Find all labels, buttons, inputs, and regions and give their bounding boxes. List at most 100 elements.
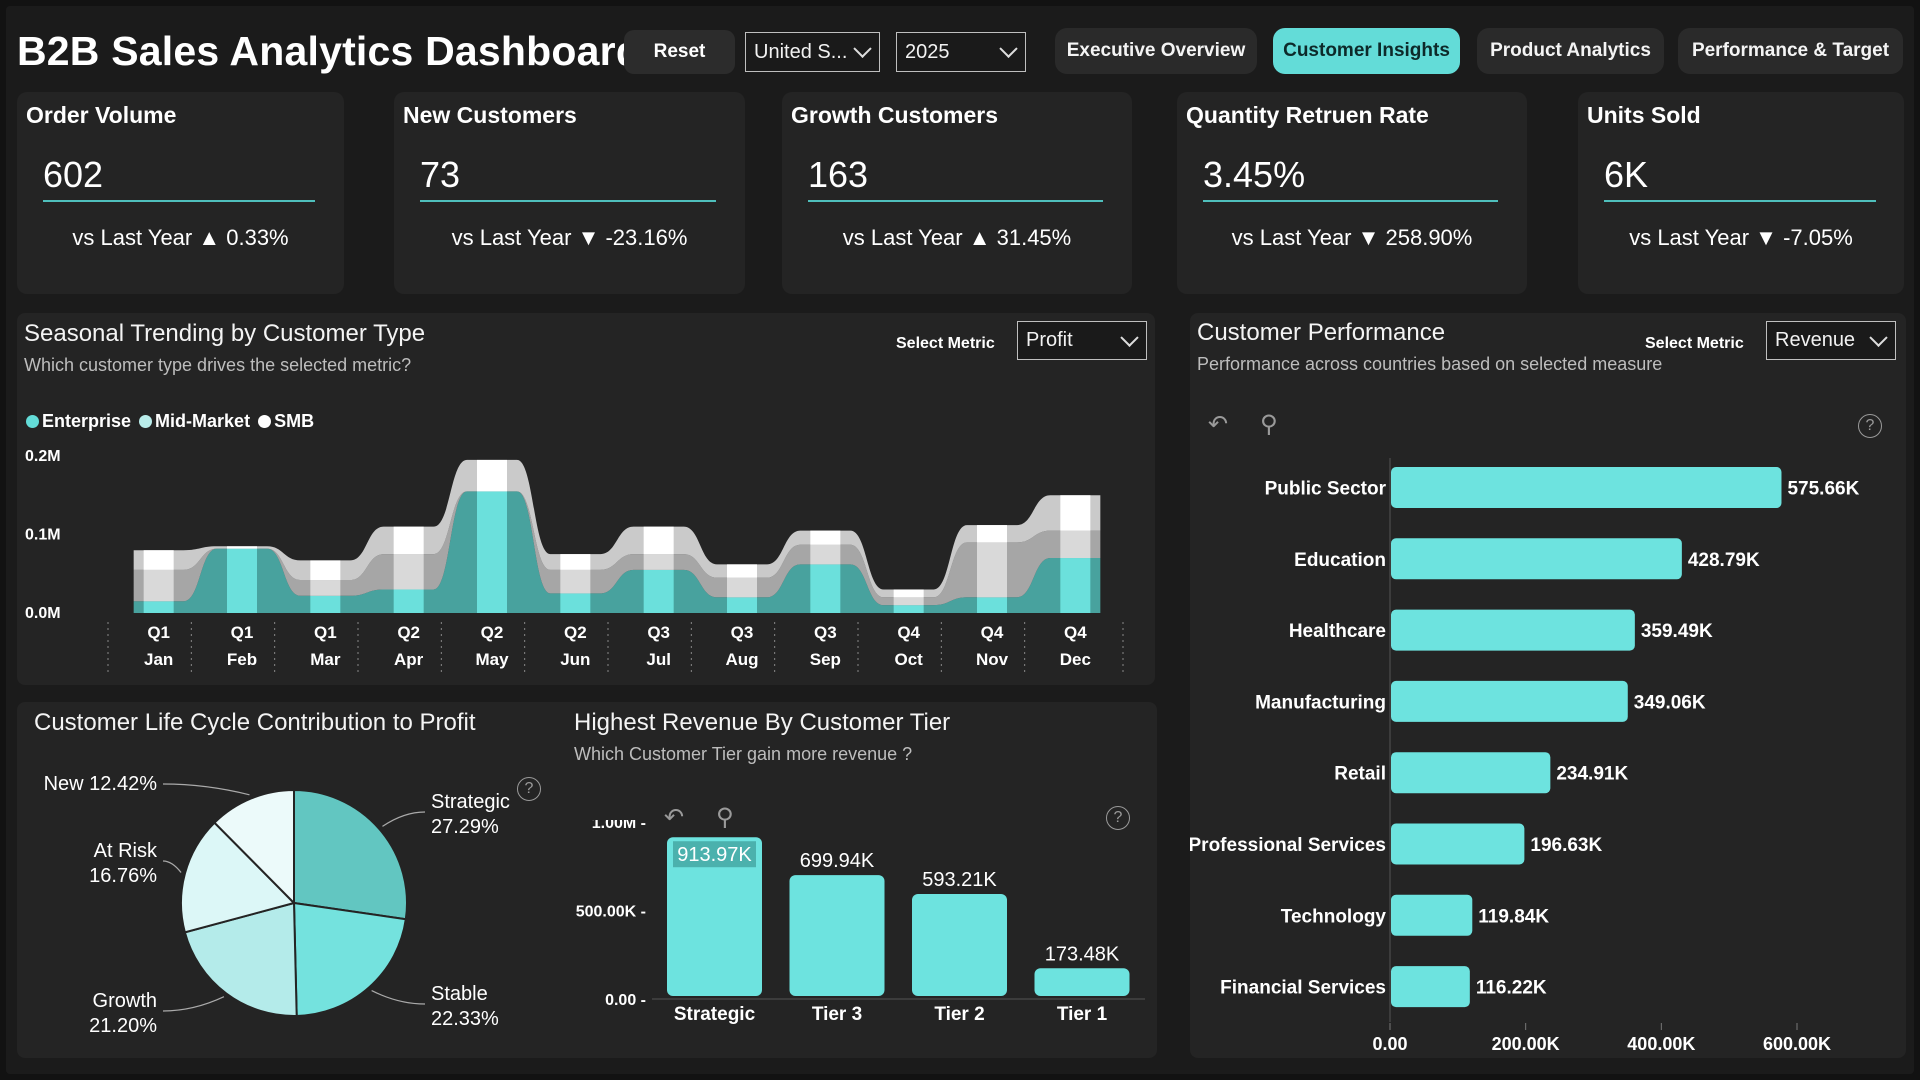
customer-performance-metric-dropdown[interactable]: Revenue [1766, 321, 1896, 360]
kpi-value: 602 [43, 154, 104, 195]
tier-subtitle: Which Customer Tier gain more revenue ? [574, 744, 913, 764]
series-bar [1060, 530, 1091, 559]
kpi-value: 3.45% [1203, 154, 1306, 195]
series-bar [227, 548, 257, 613]
bar [1391, 966, 1470, 1008]
kpi-divider [1203, 200, 1498, 202]
customer-performance-bar-chart: Public Sector 575.66K Education 428.79K Heal… [1190, 458, 1860, 1054]
data-label: 173.48K [1045, 943, 1120, 965]
seasonal-select-label: Select Metric [896, 335, 995, 352]
chevron-down-icon [853, 39, 872, 58]
category-label: Technology [1281, 906, 1387, 927]
x-tick-month: Jun [560, 650, 590, 669]
seasonal-ribbon-chart: 0.0M 0.1M 0.2M Q1 Jan Q1 Feb Q1 Mar Q2 Apr Q2 May Q2 J… [25, 448, 1124, 672]
bar [1391, 467, 1782, 508]
chevron-down-icon [1120, 328, 1139, 347]
series-bar [393, 554, 424, 590]
series-bar [810, 530, 841, 545]
page-title: B2B Sales Analytics Dashboard [17, 28, 642, 74]
series-bar [643, 526, 674, 555]
x-tick-month: Aug [725, 650, 758, 669]
data-label: 116.22K [1476, 978, 1547, 999]
slice-label: Stable [431, 983, 488, 1005]
series-bar [1060, 558, 1091, 613]
series-bar [560, 593, 591, 613]
x-tick-month: Jan [144, 650, 173, 669]
chevron-down-icon [1869, 328, 1888, 347]
leader-line [162, 860, 182, 873]
y-tick-label: 500.00K - [576, 904, 646, 921]
data-label: 196.63K [1530, 835, 1602, 856]
tier-title: Highest Revenue By Customer Tier [574, 709, 951, 736]
tab-executive-overview[interactable]: Executive Overview [1055, 28, 1257, 74]
seasonal-legend: Enterprise Mid-Market SMB [26, 411, 314, 432]
x-tick-quarter: Q1 [314, 623, 337, 642]
zoom-out-icon[interactable]: ⚲ [1260, 411, 1278, 438]
kpi-comparison: vs Last Year ▲ 0.33% [72, 225, 289, 250]
category-label: Tier 2 [934, 1004, 984, 1025]
series-bar [727, 577, 757, 598]
bar [1391, 894, 1473, 936]
slice-percent: 22.33% [431, 1008, 499, 1030]
legend-item-mid-market[interactable]: Mid-Market [139, 411, 250, 432]
tab-performance-target[interactable]: Performance & Target [1678, 28, 1903, 74]
leader-line [162, 783, 250, 796]
kpi-label: New Customers [403, 102, 577, 128]
country-dropdown-value: United S... [754, 40, 848, 63]
undo-icon[interactable]: ↶ [664, 804, 685, 831]
tab-customer-insights[interactable]: Customer Insights [1273, 28, 1460, 74]
series-bar [977, 597, 1007, 613]
kpi-card-new-customers: New Customers 73 vs Last Year ▼ -23.16% [394, 92, 745, 294]
customer-performance-select-label: Select Metric [1645, 335, 1744, 352]
data-label: 119.84K [1478, 906, 1549, 927]
kpi-card-units-sold: Units Sold 6K vs Last Year ▼ -7.05% [1578, 92, 1904, 294]
seasonal-metric-dropdown[interactable]: Profit [1017, 321, 1147, 360]
help-icon[interactable]: ? [1858, 414, 1882, 438]
category-label: Retail [1334, 764, 1386, 785]
help-icon[interactable]: ? [1106, 806, 1130, 830]
x-tick-quarter: Q1 [147, 623, 170, 642]
x-tick-label: 0.00 [1372, 1034, 1407, 1054]
help-icon[interactable]: ? [517, 777, 541, 801]
legend-item-smb[interactable]: SMB [258, 411, 314, 432]
x-tick-quarter: Q2 [397, 623, 420, 642]
kpi-divider [420, 200, 716, 202]
leader-line [382, 811, 426, 827]
series-bar [727, 597, 757, 613]
undo-icon[interactable]: ↶ [1208, 411, 1229, 438]
series-ribbon-mid-market [133, 491, 1101, 606]
kpi-value: 6K [1604, 154, 1649, 195]
zoom-out-icon[interactable]: ⚲ [716, 804, 734, 831]
slice-percent: 27.29% [431, 816, 499, 838]
kpi-card-return-rate: Quantity Retruen Rate 3.45% vs Last Year… [1177, 92, 1527, 294]
x-tick-month: Nov [976, 650, 1009, 669]
legend-item-enterprise[interactable]: Enterprise [26, 411, 131, 432]
tier-bar-chart: 0.00 - 500.00K - 1.00M - 913.97K Strategic 69… [576, 820, 1145, 1025]
country-dropdown[interactable]: United S... [745, 32, 880, 72]
lifecycle-pie-chart: Strategic 27.29% Stable 22.33% Growth 21.20% A… [44, 773, 510, 1037]
y-tick-label: 0.2M [25, 448, 61, 465]
kpi-comparison: vs Last Year ▼ 258.90% [1231, 225, 1473, 250]
kpi-comparison: vs Last Year ▼ -23.16% [451, 225, 688, 250]
series-bar [560, 569, 591, 594]
legend-label: Mid-Market [155, 411, 251, 431]
tab-product-analytics[interactable]: Product Analytics [1477, 28, 1664, 74]
x-tick-month: Jul [646, 650, 671, 669]
kpi-label: Units Sold [1587, 102, 1701, 128]
reset-button[interactable]: Reset [624, 30, 735, 74]
kpi-divider [1604, 200, 1876, 202]
kpi-value: 73 [420, 154, 461, 195]
bar [1391, 538, 1682, 580]
bar [1391, 680, 1628, 722]
x-tick-month: Oct [894, 650, 923, 669]
x-tick-quarter: Q4 [981, 623, 1004, 642]
y-tick-label: 0.00 - [605, 992, 646, 1009]
legend-swatch [258, 415, 272, 428]
x-tick-month: Dec [1060, 650, 1091, 669]
category-label: Financial Services [1220, 978, 1386, 999]
year-dropdown[interactable]: 2025 [896, 32, 1026, 72]
data-label: 349.06K [1634, 692, 1706, 713]
kpi-card-growth-customers: Growth Customers 163 vs Last Year ▲ 31.4… [782, 92, 1132, 294]
category-label: Public Sector [1265, 479, 1387, 500]
customer-performance-subtitle: Performance across countries based on se… [1197, 354, 1663, 374]
